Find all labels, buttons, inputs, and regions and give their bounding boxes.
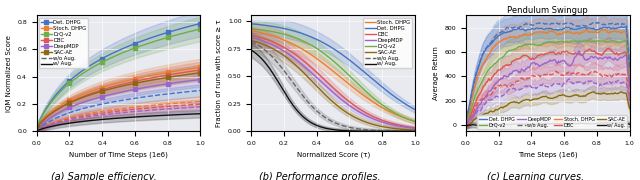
Legend: Stoch. DHPG, Det. DHPG, DBC, DeepMDP, DrQ-v2, SAC-AE, w/o Aug., w/ Aug.: Stoch. DHPG, Det. DHPG, DBC, DeepMDP, Dr… [364,18,412,68]
Legend: Det. DHPG, DrQ-v2, DeepMDP, w/o Aug., Stoch. DHPG, DBC, SAC-AE, w/ Aug.: Det. DHPG, DrQ-v2, DeepMDP, w/o Aug., St… [477,115,627,129]
X-axis label: Normalized Score (τ): Normalized Score (τ) [296,152,370,158]
Text: (c) Learning curves.: (c) Learning curves. [487,172,584,180]
X-axis label: Number of Time Steps (1e6): Number of Time Steps (1e6) [69,152,168,158]
Title: Pendulum Swingup: Pendulum Swingup [508,6,588,15]
X-axis label: Time Steps (1e6): Time Steps (1e6) [518,152,577,158]
Y-axis label: Fraction of runs with score ≥ τ: Fraction of runs with score ≥ τ [216,20,222,127]
Legend: Det. DHPG, Stoch. DHPG, DrQ-v2, DBC, DeepMDP, SAC-AE, w/o Aug., w/ Aug.: Det. DHPG, Stoch. DHPG, DrQ-v2, DBC, Dee… [39,18,88,68]
Text: (b) Performance profiles.: (b) Performance profiles. [259,172,381,180]
Text: (a) Sample efficiency.: (a) Sample efficiency. [51,172,157,180]
Y-axis label: IQM Normalized Score: IQM Normalized Score [6,35,12,112]
Y-axis label: Average Return: Average Return [433,46,439,100]
